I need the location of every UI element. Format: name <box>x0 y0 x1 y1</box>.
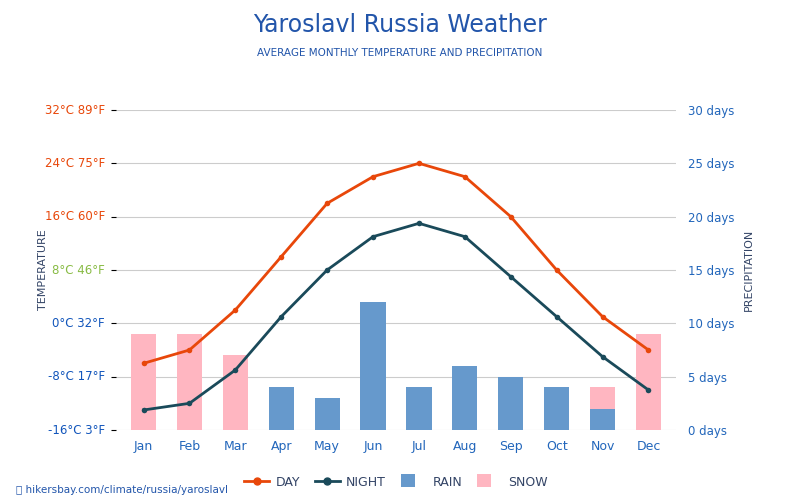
Text: PRECIPITATION: PRECIPITATION <box>744 229 754 311</box>
Bar <box>131 334 156 430</box>
Bar <box>314 398 340 430</box>
Text: 24°C 75°F: 24°C 75°F <box>45 157 105 170</box>
Bar <box>177 334 202 430</box>
Text: -8°C 17°F: -8°C 17°F <box>48 370 105 383</box>
Bar <box>544 388 570 430</box>
Bar <box>590 388 615 430</box>
Bar <box>590 408 615 430</box>
Bar <box>406 388 431 430</box>
Text: TEMPERATURE: TEMPERATURE <box>38 230 48 310</box>
Text: 16°C 60°F: 16°C 60°F <box>45 210 105 223</box>
Text: 📍 hikersbay.com/climate/russia/yaroslavl: 📍 hikersbay.com/climate/russia/yaroslavl <box>16 485 228 495</box>
Bar <box>452 366 478 430</box>
Text: 0°C 32°F: 0°C 32°F <box>52 317 105 330</box>
Bar <box>544 420 570 430</box>
Text: 8°C 46°F: 8°C 46°F <box>52 264 105 276</box>
Bar <box>269 388 294 430</box>
Text: 32°C 89°F: 32°C 89°F <box>45 104 105 117</box>
Bar <box>498 376 523 430</box>
Bar <box>361 302 386 430</box>
Bar <box>636 334 661 430</box>
Legend: DAY, NIGHT, RAIN, SNOW: DAY, NIGHT, RAIN, SNOW <box>239 471 553 494</box>
Bar <box>222 356 248 430</box>
Text: -16°C 3°F: -16°C 3°F <box>48 424 105 436</box>
Text: Yaroslavl Russia Weather: Yaroslavl Russia Weather <box>253 12 547 36</box>
Text: AVERAGE MONTHLY TEMPERATURE AND PRECIPITATION: AVERAGE MONTHLY TEMPERATURE AND PRECIPIT… <box>258 48 542 58</box>
